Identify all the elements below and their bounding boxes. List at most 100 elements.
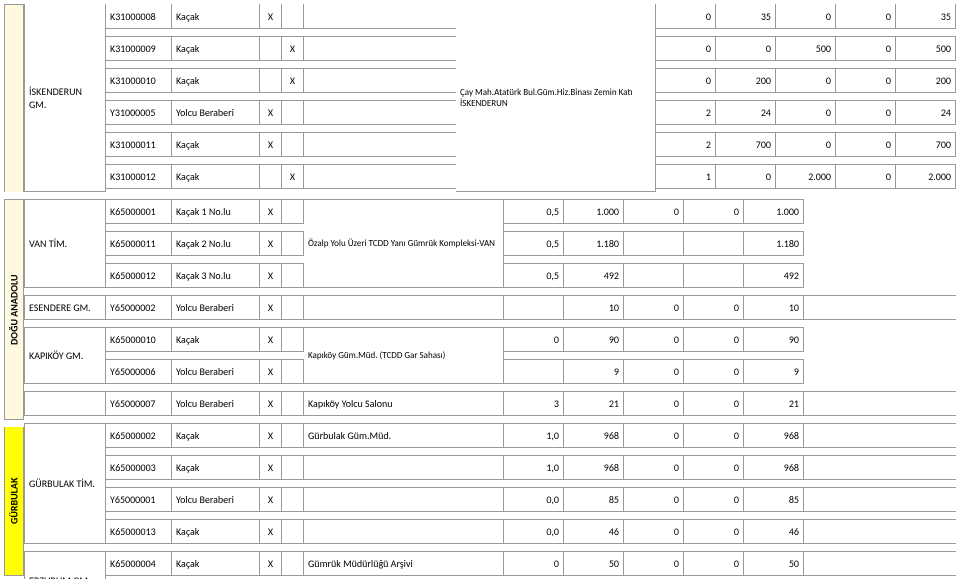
x-cell: X — [260, 232, 282, 255]
desc-cell: Kaçak — [172, 37, 260, 60]
num-cell: 0 — [624, 360, 684, 383]
desc-cell: Yolcu Beraberi — [172, 488, 260, 511]
num-cell: 35 — [896, 4, 956, 28]
num-cell: 1,0 — [504, 424, 564, 447]
num-cell: 0,5 — [504, 264, 564, 287]
x-cell — [282, 101, 304, 124]
code-cell: K31000012 — [106, 165, 172, 188]
code-cell: K31000008 — [106, 4, 172, 28]
num-cell: 0 — [684, 456, 744, 479]
num-cell: 1.000 — [564, 200, 624, 223]
num-cell: 46 — [564, 520, 624, 543]
table-row: Y65000007 Yolcu Beraberi X Kapıköy Yolcu… — [24, 391, 956, 416]
desc-cell: Yolcu Beraberi — [172, 360, 260, 383]
x-cell: X — [260, 360, 282, 383]
num-cell: 0 — [684, 360, 744, 383]
num-cell — [624, 232, 684, 255]
vstrip-empty — [4, 4, 24, 192]
code-cell: K31000011 — [106, 133, 172, 156]
block-gurbulak: GÜRBULAK TİM. K65000002 Kaçak X Gürbulak… — [24, 423, 956, 544]
num-cell: 0 — [836, 165, 896, 188]
num-cell: 0 — [684, 552, 744, 575]
num-cell: 0 — [656, 69, 716, 92]
num-cell: 0 — [504, 552, 564, 575]
num-cell: 1.000 — [744, 200, 804, 223]
num-cell — [684, 264, 744, 287]
num-cell: 500 — [776, 37, 836, 60]
num-cell: 0,0 — [504, 520, 564, 543]
num-cell: 0,5 — [504, 232, 564, 255]
loc-cell — [304, 296, 504, 319]
desc-cell: Kaçak — [172, 520, 260, 543]
num-cell: 0 — [836, 37, 896, 60]
code-cell: K65000013 — [106, 520, 172, 543]
x-cell: X — [260, 328, 282, 351]
code-cell: K65000003 — [106, 456, 172, 479]
desc-cell: Yolcu Beraberi — [172, 296, 260, 319]
num-cell: 0 — [656, 4, 716, 28]
desc-cell: Yolcu Beraberi — [172, 392, 260, 415]
num-cell: 46 — [744, 520, 804, 543]
desc-cell: Kaçak — [172, 328, 260, 351]
num-cell: 968 — [564, 424, 624, 447]
code-cell: Y65000006 — [106, 360, 172, 383]
num-cell: 700 — [896, 133, 956, 156]
num-cell: 0 — [624, 392, 684, 415]
num-cell: 24 — [896, 101, 956, 124]
x-cell — [282, 552, 304, 575]
vertical-strip: DOĞU ANADOLU GÜRBULAK — [4, 4, 24, 579]
loc-cell: Gürbulak Güm.Müd. — [304, 424, 504, 447]
num-cell: 0 — [684, 520, 744, 543]
num-cell: 0 — [624, 520, 684, 543]
num-cell: 492 — [744, 264, 804, 287]
num-cell: 0 — [624, 488, 684, 511]
code-cell: K65000002 — [106, 424, 172, 447]
x-cell — [282, 296, 304, 319]
code-cell: Y31000005 — [106, 101, 172, 124]
num-cell: 2 — [656, 133, 716, 156]
num-cell: 0 — [624, 200, 684, 223]
num-cell: 21 — [564, 392, 624, 415]
x-cell: X — [260, 200, 282, 223]
num-cell: 50 — [564, 552, 624, 575]
num-cell: 0 — [836, 69, 896, 92]
num-cell: 700 — [716, 133, 776, 156]
loc-cell — [304, 488, 504, 511]
x-cell — [282, 264, 304, 287]
code-cell: K65000004 — [106, 552, 172, 575]
num-cell: 0 — [684, 200, 744, 223]
x-cell — [282, 328, 304, 351]
num-cell: 0 — [836, 133, 896, 156]
gm-cell: VAN TİM. — [24, 199, 106, 288]
loc-cell: Kapıköy Yolcu Salonu — [304, 392, 504, 415]
desc-cell: Kaçak — [172, 165, 260, 188]
gm-cell: ERZURUM GM. — [24, 551, 106, 579]
x-cell — [282, 424, 304, 447]
num-cell: 968 — [744, 424, 804, 447]
desc-cell: Kaçak 2 No.lu — [172, 232, 260, 255]
num-cell: 0 — [716, 165, 776, 188]
loc-cell — [304, 456, 504, 479]
code-cell: Y65000002 — [106, 296, 172, 319]
num-cell: 968 — [564, 456, 624, 479]
num-cell: 0 — [776, 4, 836, 28]
code-cell: K65000012 — [106, 264, 172, 287]
num-cell: 2.000 — [896, 165, 956, 188]
num-cell: 0 — [656, 37, 716, 60]
desc-cell: Kaçak 1 No.lu — [172, 200, 260, 223]
num-cell: 0 — [684, 296, 744, 319]
x-cell: X — [260, 424, 282, 447]
num-cell: 0,0 — [504, 488, 564, 511]
loc-cell: Çay Mah.Atatürk Bul.Güm.Hiz.Binası Zemin… — [456, 4, 656, 192]
num-cell: 0 — [776, 101, 836, 124]
num-cell: 500 — [896, 37, 956, 60]
block-kapikoy: KAPIKÖY GM. K65000010 Kaçak X Y65000006 … — [24, 327, 956, 384]
num-cell: 2.000 — [776, 165, 836, 188]
num-cell: 50 — [744, 552, 804, 575]
x-cell — [260, 69, 282, 92]
x-cell: X — [282, 37, 304, 60]
desc-cell: Kaçak — [172, 552, 260, 575]
x-cell: X — [260, 392, 282, 415]
desc-cell: Yolcu Beraberi — [172, 101, 260, 124]
num-cell: 2 — [656, 101, 716, 124]
